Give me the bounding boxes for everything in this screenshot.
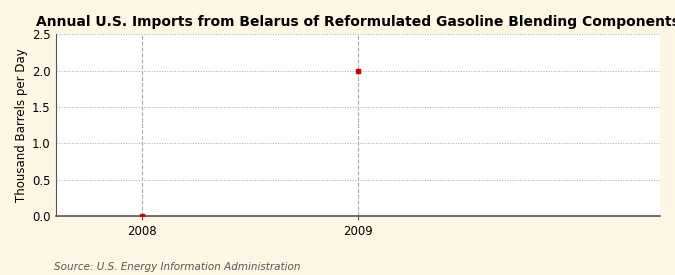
Text: Source: U.S. Energy Information Administration: Source: U.S. Energy Information Administ… [54,262,300,272]
Y-axis label: Thousand Barrels per Day: Thousand Barrels per Day [15,48,28,202]
Title: Annual U.S. Imports from Belarus of Reformulated Gasoline Blending Components: Annual U.S. Imports from Belarus of Refo… [36,15,675,29]
